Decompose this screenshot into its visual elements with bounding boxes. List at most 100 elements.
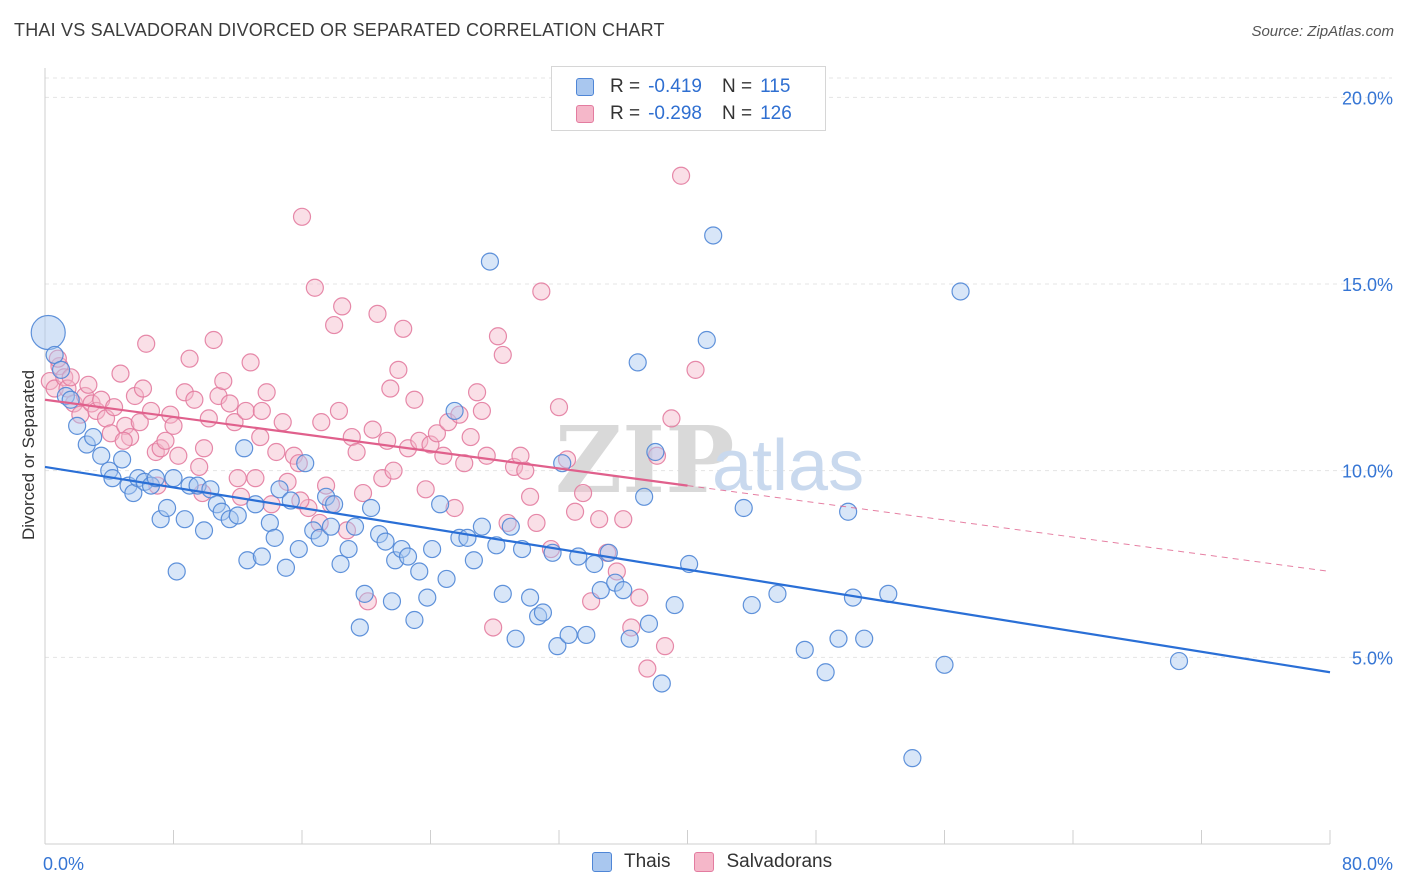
salvadoran-point [190, 457, 209, 477]
thai-point [506, 629, 525, 648]
legend-item-thais: Thais [592, 851, 670, 873]
thai-point [235, 439, 254, 458]
thai-point [665, 595, 684, 615]
watermark-atlas: atlas [712, 426, 864, 506]
thai-point [194, 521, 214, 540]
salvadoran-point [156, 431, 175, 450]
salvadoran-point [389, 360, 408, 379]
salvadoran-point [421, 435, 440, 454]
thai-point [276, 558, 296, 577]
salvadoran-point [520, 487, 540, 506]
salvadoran-trend-extension [687, 485, 1331, 572]
thai-point [646, 442, 665, 462]
watermark-zip: ZIP [555, 406, 734, 514]
trend-lines [44, 398, 1331, 674]
thai-point [405, 610, 424, 630]
thai-point [464, 551, 483, 570]
salvadoran-point [638, 659, 657, 678]
thai-point [903, 749, 922, 768]
thai-point [614, 581, 633, 600]
salvadoran-point [267, 442, 286, 462]
x-tick-label: 80.0% [1342, 854, 1393, 874]
thai-point [829, 629, 848, 648]
salvadoran-point [384, 461, 403, 480]
salvadoran-point [246, 469, 265, 488]
legend-n-label: N = [721, 103, 753, 124]
thai-point [697, 330, 716, 350]
thai-point [742, 595, 761, 615]
chart-title: THAI VS SALVADORAN DIVORCED OR SEPARATED… [14, 20, 665, 40]
thai-point [445, 401, 464, 421]
data-points [30, 166, 1189, 768]
salvadoran-point [228, 469, 247, 488]
thai-point [795, 640, 814, 659]
salvadoran-point [405, 390, 424, 409]
thai-point [325, 495, 344, 514]
thai-point [398, 547, 418, 566]
salvadoran-point [116, 416, 135, 435]
thai-point [321, 517, 341, 536]
salvadoran-point [241, 353, 260, 372]
thai-point [533, 603, 553, 622]
salvadoran-point [347, 442, 366, 462]
thai-point [480, 252, 500, 271]
legend-r-value: -0.298 [648, 103, 702, 124]
salvadoran-point [79, 375, 98, 394]
thai-point [252, 547, 271, 566]
thai-point [30, 314, 66, 351]
thai-point [734, 498, 753, 518]
salvadoran-point [325, 315, 344, 335]
salvadoran-point [291, 491, 310, 510]
thai-point [304, 521, 323, 540]
salvadoran-point [329, 401, 349, 421]
salvadoran-point [467, 383, 487, 402]
y-tick-label: 10.0% [1342, 462, 1393, 482]
thai-point [628, 353, 647, 372]
thai-point [270, 480, 289, 499]
thai-point [768, 584, 787, 603]
thai-point [559, 625, 578, 645]
y-tick-label: 20.0% [1342, 88, 1393, 108]
thai-point [370, 525, 389, 544]
salvadoran-point [686, 360, 705, 379]
thai-point [350, 618, 369, 637]
salvadoran-point [477, 446, 496, 465]
salvadoran-point [169, 446, 188, 465]
salvadoran-point [111, 364, 130, 383]
y-tick-label: 15.0% [1342, 275, 1393, 295]
thai-point [410, 562, 429, 581]
thai-point [585, 554, 604, 574]
thai-point [458, 528, 477, 547]
thai-point [639, 614, 659, 633]
salvadoran-point [214, 371, 233, 391]
salvadoran-point [565, 502, 585, 521]
thai-point [951, 282, 970, 301]
salvadoran-point [289, 454, 308, 473]
salvadoran-point [363, 420, 382, 439]
thai-point [146, 469, 165, 488]
thai-point [246, 495, 265, 514]
thai-point [164, 469, 183, 488]
salvadoran-point [527, 513, 546, 533]
salvadoran-point [220, 394, 239, 413]
thai-point [704, 226, 723, 245]
salvadoran-point [141, 401, 161, 421]
salvadoran-point [185, 390, 204, 409]
salvadoran-point [434, 446, 453, 465]
salvadoran-point [273, 413, 292, 432]
legend-n-value: 115 [760, 76, 791, 97]
salvadoran-point [114, 431, 133, 450]
salvadoran-point [445, 498, 464, 518]
thai-point [84, 427, 103, 447]
source-label: Source: ZipAtlas.com [1251, 23, 1394, 40]
salvadoran-point [180, 349, 199, 368]
salvadoran-point [488, 327, 508, 346]
salvadoran-point [493, 345, 512, 365]
thai-point [92, 446, 111, 465]
thai-point [167, 562, 186, 581]
salvadoran-point [252, 401, 271, 421]
thai-point [591, 581, 610, 600]
legend-swatch-pink [694, 852, 715, 872]
